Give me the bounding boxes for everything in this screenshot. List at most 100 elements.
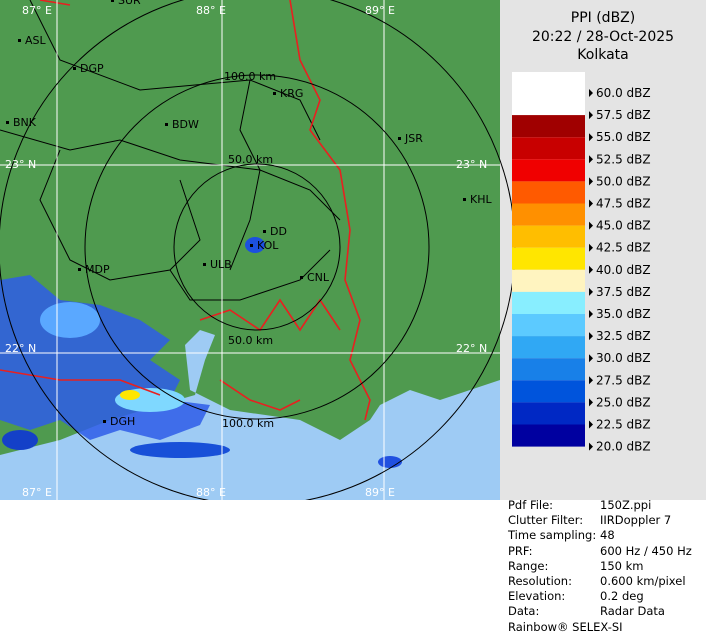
legend-tick [589,310,593,318]
city-marker [18,39,21,42]
legend-swatch [512,225,585,248]
legend-tick [589,155,593,164]
city-marker [300,276,303,279]
legend-swatch [512,336,585,359]
city-label: DGH [110,415,135,428]
range-label: 100.0 km [222,417,274,430]
city-marker [398,137,401,140]
info-row: Elevation: 0.2 deg [508,589,692,604]
legend-label: 57.5 dBZ [596,108,651,122]
info-value: IIRDoppler 7 [600,513,672,528]
info-row: Clutter Filter: IIRDoppler 7 [508,513,692,528]
info-key: Elevation: [508,589,566,604]
info-row: Time sampling: 48 [508,528,692,543]
legend-swatch [512,72,585,93]
rain-cells [0,237,402,468]
info-key: Range: [508,558,549,573]
city-label: KRG [280,87,303,100]
legend-tick [589,287,593,296]
info-panel: Pdf File: 150Z.ppi Clutter Filter: IIRDoppl… [508,498,692,635]
footer: Rainbow® SELEX-SI [508,619,623,634]
legend-swatch [512,358,585,381]
legend-swatch [512,93,585,116]
legend-label: 30.0 dBZ [596,351,651,365]
legend-label: 60.0 dBZ [596,86,651,100]
grid-label: 88° E [196,486,226,499]
city-marker [263,230,266,233]
legend-tick [589,133,593,142]
grid-label: 87° E [22,486,52,499]
city-marker [273,92,276,95]
grid-label: 22° N [456,342,487,355]
grid-label: 89° E [365,4,395,17]
city-label: CNL [307,271,330,284]
legend-label: 52.5 dBZ [596,152,651,166]
district-borders [0,0,341,301]
city-marker [6,121,9,124]
city-label: JSR [404,132,423,145]
info-key: PRF: [508,543,533,558]
city-label: BDW [172,118,199,131]
legend-label: 20.0 dBZ [596,440,651,454]
city-label: DGP [80,62,104,75]
legend-label: 42.5 dBZ [596,241,651,255]
legend-label: 45.0 dBZ [596,219,651,233]
legend-swatch [512,402,585,425]
info-value: 0.600 km/pixel [600,574,686,589]
info-value: 600 Hz / 450 Hz [600,543,692,558]
legend-label: 55.0 dBZ [596,130,651,144]
city-label: ULB [210,258,232,271]
city-label: MDP [85,263,110,276]
info-value: 0.2 deg [600,589,644,604]
city-marker [250,244,253,247]
radar-view: 87° E 88° E 89° E 23° N 23° N 22° N 22° N 87° E… [0,0,706,500]
city-label: DD [270,225,287,238]
info-value: 48 [600,528,615,543]
legend-tick [589,354,593,363]
legend-label: 35.0 dBZ [596,307,651,321]
legend-swatch [512,159,585,182]
info-row: Range: 150 km [508,559,692,574]
city-label: ASL [25,34,47,47]
legend-swatch [512,380,585,403]
legend-tick [589,243,593,252]
legend-tick [589,177,593,186]
city-marker [78,268,81,271]
legend-label: 32.5 dBZ [596,329,651,343]
info-row: Pdf File: 150Z.ppi [508,498,692,513]
grid-label: 88° E [196,4,226,17]
info-value: 150Z.ppi [600,498,652,512]
city-marker [463,198,466,201]
info-row: Resolution: 0.600 km/pixel [508,574,692,589]
legend-label: 50.0 dBZ [596,174,651,188]
panel-station: Kolkata [577,47,628,63]
grid-label: 87° E [22,4,52,17]
city-label: BNK [13,116,37,129]
city-label: SUR [118,0,141,7]
sea [0,330,500,500]
legend-swatch [512,137,585,160]
city-marker [203,263,206,266]
info-key: Pdf File: [508,498,554,512]
legend-tick [589,199,593,208]
info-value: 150 km [600,558,644,573]
city-marker [111,0,114,2]
legend-tick [589,89,593,97]
legend-tick [589,398,593,407]
legend-label: 25.0 dBZ [596,395,651,409]
city-label: KOL [257,239,279,252]
info-value: Radar Data [600,604,665,619]
info-row: Data: Radar Data [508,604,692,619]
grid-label: 89° E [365,486,395,499]
info-row: PRF: 600 Hz / 450 Hz [508,544,692,559]
legend-tick [589,332,593,341]
panel-timestamp: 20:22 / 28-Oct-2025 [532,29,674,45]
info-key: Clutter Filter: [508,513,584,528]
legend-tick [589,111,593,120]
panel-title: PPI (dBZ) [571,10,635,26]
grid-label: 22° N [5,342,36,355]
legend-tick [589,221,593,230]
range-label: 100.0 km [224,70,276,83]
legend-tick [589,265,593,274]
